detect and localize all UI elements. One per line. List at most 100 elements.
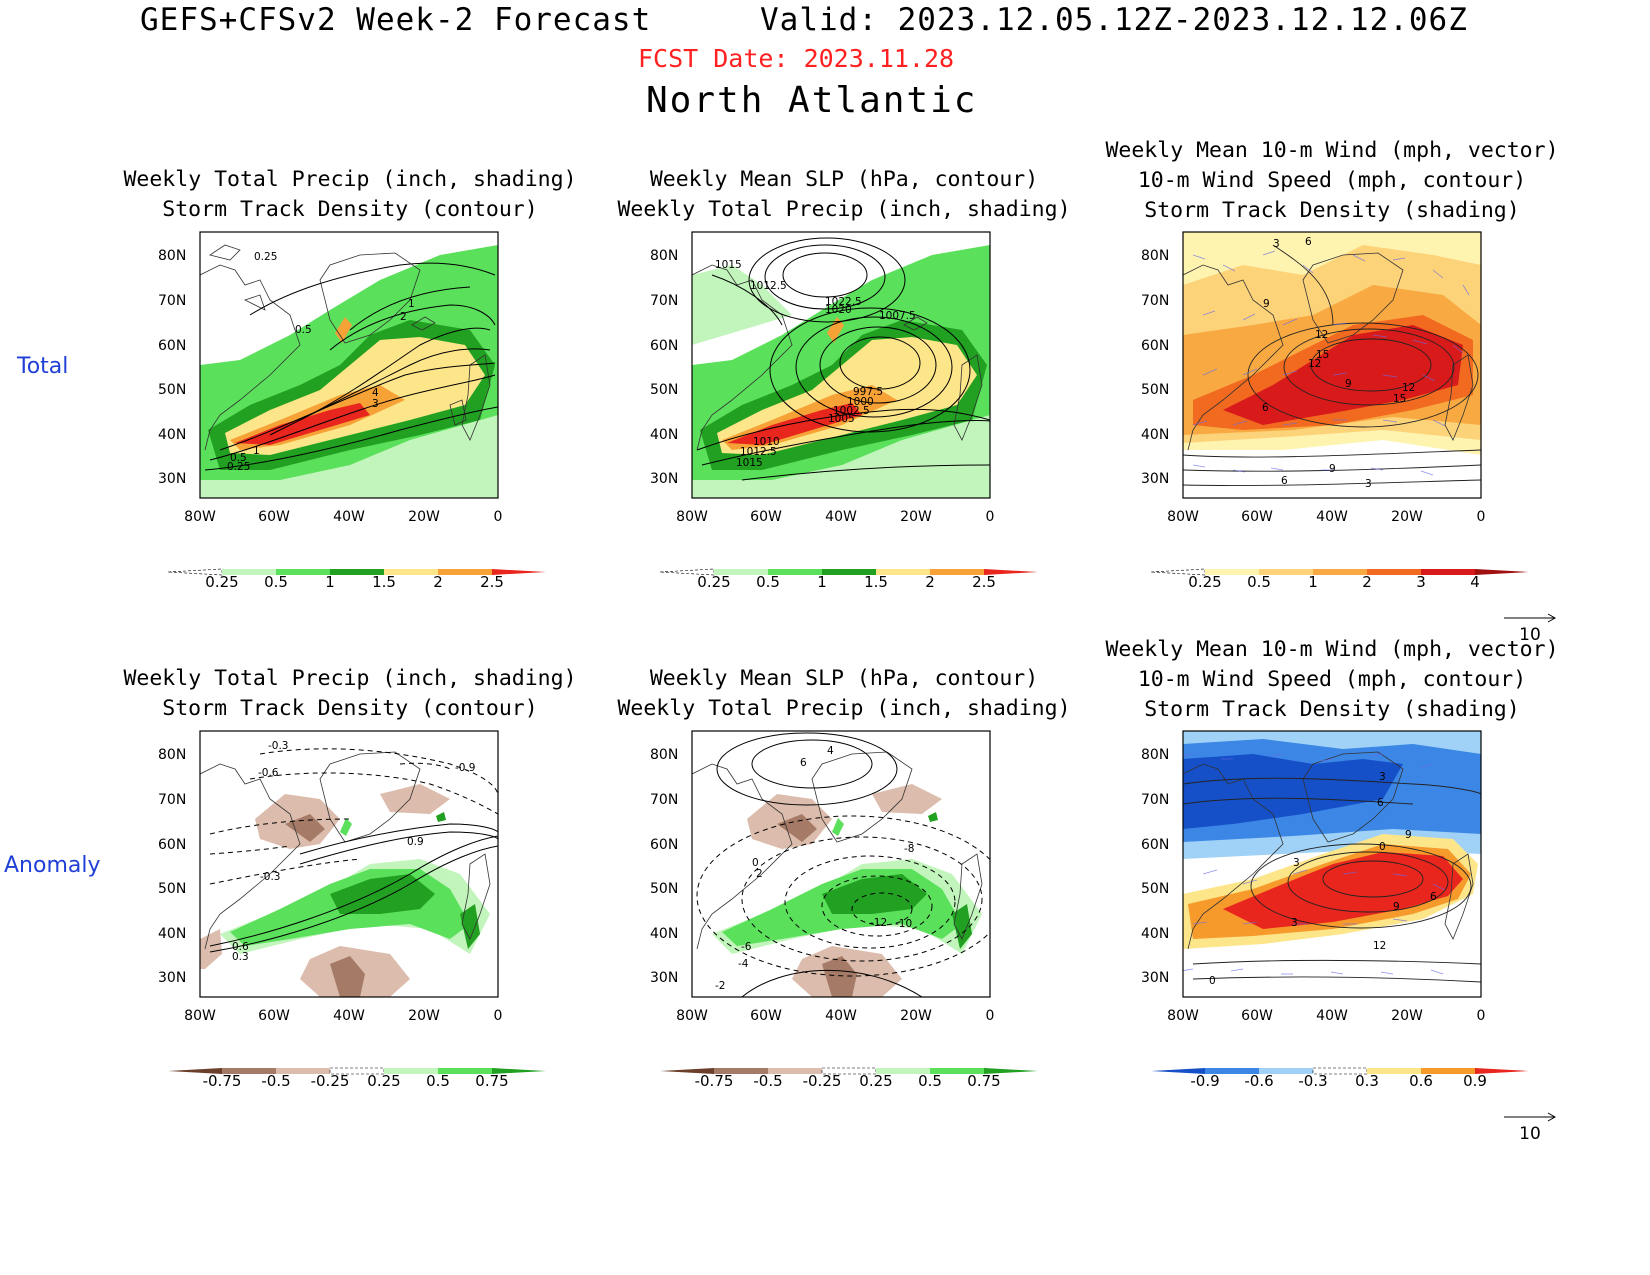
- colorbar-segment: [1367, 1068, 1421, 1074]
- colorbar-tick-label: -0.6: [1244, 1072, 1273, 1090]
- contour-label: 997.5: [853, 386, 883, 398]
- lat-label: 60N: [158, 837, 186, 853]
- colorbar-total-storm-track: 0.25 0.5 1 2 3 4: [1150, 568, 1529, 591]
- contour-labels: 3 6 9 12 15 12 9 6 12 15 9 6 3: [1262, 236, 1415, 490]
- contour-label: 2: [756, 868, 763, 880]
- lon-label: 0: [494, 509, 503, 525]
- lon-label: 40W: [333, 1008, 365, 1024]
- title-line: Weekly Total Precip (inch, shading): [123, 167, 577, 192]
- contour-label: 1015: [736, 457, 763, 469]
- contour-label: 6: [1430, 891, 1437, 903]
- lat-label: 50N: [158, 382, 186, 398]
- lon-labels: 80W 60W 40W 20W 0: [184, 1008, 502, 1024]
- colorbar-segment: [984, 1068, 1038, 1074]
- contour-label: -0.6: [258, 767, 279, 779]
- map-total-wind: 3 6 9 12 15 12 9 6 12 15 9 6 3 80N 70N 6…: [1141, 231, 1486, 525]
- lat-label: 40N: [1141, 427, 1169, 443]
- colorbar-total-precip: 0.25 0.5 1 1.5 2 2.5: [167, 568, 546, 591]
- colorbar-tick-label: 0.5: [264, 573, 288, 591]
- lat-label: 30N: [650, 471, 678, 487]
- lon-label: 60W: [750, 1008, 782, 1024]
- title-line: Weekly Total Precip (inch, shading): [617, 197, 1071, 222]
- lat-label: 80N: [158, 248, 186, 264]
- vector-reference-total: 10: [1504, 613, 1557, 645]
- colorbar-segment: [1475, 1068, 1529, 1074]
- colorbar-tick-label: 0.25: [205, 573, 238, 591]
- contour-label: 0: [752, 857, 759, 869]
- colorbar-tick-label: -0.5: [261, 1072, 290, 1090]
- lat-label: 80N: [650, 747, 678, 763]
- contour-label: 12: [1308, 358, 1321, 370]
- title-line: 10-m Wind Speed (mph, contour): [1137, 168, 1527, 193]
- colorbar-tick-label: 0.25: [367, 1072, 400, 1090]
- contour-label: 4: [372, 387, 379, 399]
- map-total-precip: 0.25 1 2 0.5 4 3 1 0.5 0.25 80N 70N 60N …: [158, 231, 503, 525]
- contour-label: 1005: [828, 413, 855, 425]
- contour-label: 0.25: [227, 461, 250, 473]
- colorbar-segment: [1205, 1068, 1259, 1074]
- colorbar-tick-label: 2.5: [480, 573, 504, 591]
- lat-label: 30N: [1141, 471, 1169, 487]
- colorbar-tick-label: 3: [1416, 573, 1426, 591]
- lat-label: 70N: [1141, 293, 1169, 309]
- colorbar-tick-label: 0.25: [859, 1072, 892, 1090]
- lon-label: 60W: [1241, 509, 1273, 525]
- colorbar-segment: [492, 1068, 546, 1074]
- colorbar-segment: [438, 1068, 492, 1074]
- lat-labels: 80N 70N 60N 50N 40N 30N: [1141, 248, 1169, 487]
- contour-label: 12: [1402, 382, 1415, 394]
- model-title: GEFS+CFSv2 Week-2 Forecast: [140, 2, 652, 38]
- lon-label: 20W: [900, 1008, 932, 1024]
- contour-label: 12: [1315, 329, 1328, 341]
- colorbar-tick-label: 0.25: [1188, 573, 1221, 591]
- colorbar-anom-precip: -0.75 -0.5 -0.25 0.25 0.5 0.75: [168, 1067, 546, 1090]
- colorbar-total-slp-precip: 0.25 0.5 1 1.5 2 2.5: [659, 568, 1038, 591]
- panel-title-anom-precip: Weekly Total Precip (inch, shading) Stor…: [120, 664, 580, 724]
- colorbar-tick-label: 0.25: [697, 573, 730, 591]
- title-line: Weekly Total Precip (inch, shading): [123, 666, 577, 691]
- contour-labels: 3 6 9 0 3 9 6 3 12 0: [1209, 771, 1437, 987]
- colorbar-tick-label: 2: [925, 573, 935, 591]
- title-line: Weekly Total Precip (inch, shading): [617, 696, 1071, 721]
- contour-label: 1010: [753, 436, 780, 448]
- lon-label: 60W: [750, 509, 782, 525]
- colorbar-segment: [822, 569, 876, 575]
- colorbar-anom-slp-precip: -0.75 -0.5 -0.25 0.25 0.5 0.75: [660, 1067, 1038, 1090]
- contour-label: 6: [1262, 402, 1269, 414]
- map-anom-wind: 3 6 9 0 3 9 6 3 12 0 80N 70N 60N 50N 40N…: [1141, 730, 1485, 1024]
- title-line: Storm Track Density (contour): [162, 696, 538, 721]
- map-total-slp: 1015 1012.5 1022.5 1020 1007.5 997.5 100…: [650, 231, 994, 525]
- colorbar-tick-label: 0.5: [426, 1072, 450, 1090]
- lon-labels: 80W 60W 40W 20W 0: [676, 1008, 994, 1024]
- contour-label: 0: [1379, 841, 1386, 853]
- lon-label: 80W: [184, 509, 216, 525]
- panel-title-total-slp: Weekly Mean SLP (hPa, contour) Weekly To…: [614, 165, 1074, 225]
- lat-label: 60N: [650, 837, 678, 853]
- panel-title-anom-slp: Weekly Mean SLP (hPa, contour) Weekly To…: [614, 664, 1074, 724]
- contour-labels: 4 6 -8 -12 -10 -6 -4 -2 0 2: [715, 745, 914, 992]
- title-line: Weekly Mean 10-m Wind (mph, vector): [1105, 637, 1559, 662]
- title-line: Storm Track Density (shading): [1144, 697, 1520, 722]
- lon-label: 80W: [1167, 1008, 1199, 1024]
- contour-label: 1000: [847, 396, 874, 408]
- contour-label: 3: [1293, 857, 1300, 869]
- contour-label: 6: [1281, 475, 1288, 487]
- contour-label: 0.25: [254, 251, 277, 263]
- vector-reference-anomaly: 10: [1504, 1112, 1557, 1144]
- vector-reference-label: 10: [1519, 625, 1541, 645]
- lat-label: 70N: [1141, 792, 1169, 808]
- colorbar-segment: [1421, 569, 1475, 575]
- contour-label: 6: [800, 757, 807, 769]
- colorbar-segment: [714, 569, 768, 575]
- lon-label: 0: [1477, 509, 1486, 525]
- lat-label: 30N: [158, 970, 186, 986]
- colorbar-segment: [876, 569, 930, 575]
- title-line: 10-m Wind Speed (mph, contour): [1137, 667, 1527, 692]
- valid-period: Valid: 2023.12.05.12Z-2023.12.12.06Z: [760, 2, 1468, 38]
- contour-label: 4: [827, 745, 834, 757]
- colorbar-anom-storm-track: -0.9 -0.6 -0.3 0.3 0.6 0.9: [1151, 1067, 1529, 1090]
- lon-label: 0: [986, 1008, 995, 1024]
- row-label-total: Total: [17, 354, 69, 379]
- colorbar-segment: [876, 1068, 930, 1074]
- contour-labels: 0.25 1 2 0.5 4 3 1 0.5 0.25: [227, 251, 415, 473]
